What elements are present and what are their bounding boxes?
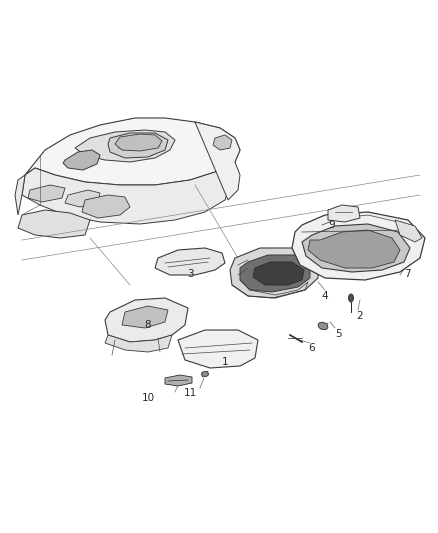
Polygon shape	[25, 118, 240, 185]
Polygon shape	[108, 133, 168, 158]
Ellipse shape	[201, 372, 208, 376]
Polygon shape	[230, 248, 318, 298]
Polygon shape	[28, 185, 65, 202]
Polygon shape	[15, 175, 25, 215]
Polygon shape	[22, 162, 235, 224]
Polygon shape	[63, 150, 100, 170]
Polygon shape	[75, 130, 175, 162]
Text: 1: 1	[222, 357, 228, 367]
Polygon shape	[213, 135, 232, 150]
Ellipse shape	[318, 322, 328, 330]
Text: 8: 8	[145, 320, 151, 330]
Polygon shape	[115, 134, 162, 151]
Polygon shape	[395, 220, 422, 242]
Text: 10: 10	[141, 393, 155, 403]
Text: 6: 6	[309, 343, 315, 353]
Polygon shape	[165, 375, 192, 386]
Text: 11: 11	[184, 388, 197, 398]
Polygon shape	[178, 330, 258, 368]
Polygon shape	[240, 255, 310, 292]
Polygon shape	[308, 230, 400, 268]
Polygon shape	[292, 212, 425, 280]
Ellipse shape	[349, 294, 353, 302]
Polygon shape	[195, 122, 240, 200]
Polygon shape	[253, 262, 304, 285]
Polygon shape	[328, 205, 360, 222]
Polygon shape	[82, 195, 130, 218]
Text: 9: 9	[328, 220, 336, 230]
Polygon shape	[302, 224, 410, 272]
Text: 3: 3	[187, 269, 193, 279]
Text: 2: 2	[357, 311, 363, 321]
Polygon shape	[65, 190, 100, 207]
Text: 4: 4	[321, 291, 328, 301]
Polygon shape	[18, 210, 90, 238]
Polygon shape	[105, 335, 172, 352]
Polygon shape	[122, 306, 168, 328]
Polygon shape	[155, 248, 225, 275]
Text: 5: 5	[335, 329, 341, 339]
Text: 7: 7	[404, 269, 410, 279]
Polygon shape	[105, 298, 188, 342]
